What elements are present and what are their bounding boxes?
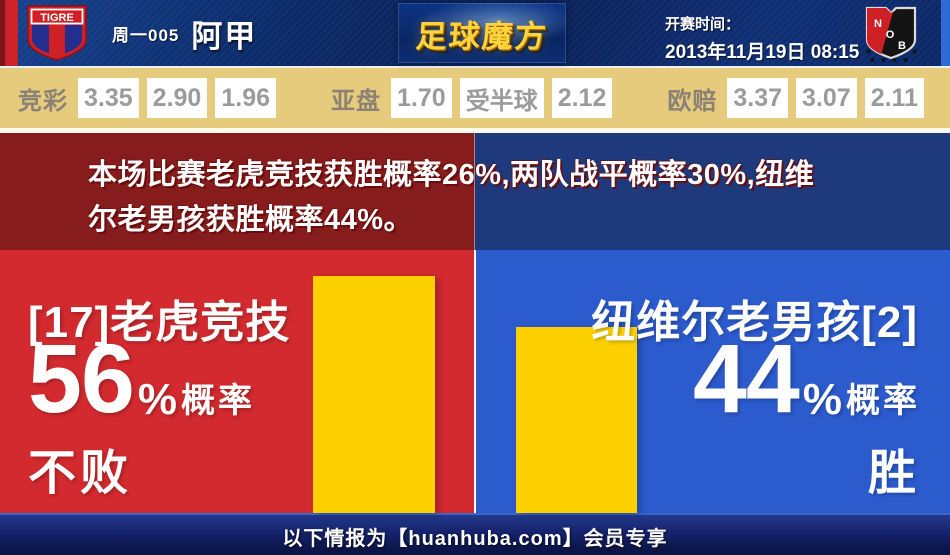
home-prob-percent-sign: %	[137, 374, 178, 424]
away-prob-label: 概率	[846, 382, 920, 421]
oupei-home-odds: 3.37	[727, 78, 789, 118]
match-info: 周一005 阿甲	[112, 0, 257, 66]
home-prob-bar	[313, 276, 435, 513]
yapan-handicap: 受半球	[459, 78, 544, 118]
match-number: 周一005	[112, 25, 180, 45]
site-logo: 足球魔方	[398, 3, 566, 63]
away-team-crest-icon: ★ ★ ★★★★ N O B	[860, 3, 922, 68]
crest-letter-n: N	[874, 18, 882, 30]
jingcai-label: 竞彩	[18, 87, 68, 115]
away-team-name: 纽维尔老男孩[2]	[591, 298, 918, 347]
away-probability: 44 % 概率	[692, 324, 920, 434]
kickoff-time: 2013年11月19日 08:15	[665, 42, 860, 63]
away-prob-percent-sign: %	[802, 374, 842, 424]
home-prob-value: 56	[28, 324, 135, 434]
probability-summary-band: 本场比赛老虎竞技获胜概率26%,两队战平概率30%,纽维 尔老男孩获胜概率44%…	[0, 133, 950, 250]
kickoff-label: 开赛时间：	[665, 16, 741, 33]
crest-letter-b: B	[898, 40, 906, 52]
jingcai-away-odds: 1.96	[215, 78, 277, 118]
odds-group-jingcai: 竞彩 3.35 2.90 1.96	[18, 78, 277, 118]
yapan-label: 亚盘	[331, 87, 382, 115]
oupei-away-odds: 2.11	[864, 78, 924, 118]
home-team-crest-icon: TIGRE	[26, 5, 88, 66]
match-header: TIGRE 周一005 阿甲 足球魔方 开赛时间： 2013年11月19日 08…	[0, 0, 950, 66]
oupei-label: 欧赔	[667, 87, 718, 115]
kickoff-info: 开赛时间： 2013年11月19日 08:15	[665, 13, 859, 64]
panel-divider	[474, 250, 476, 513]
oupei-draw-odds: 3.07	[796, 78, 857, 118]
odds-group-yapan: 亚盘 1.70 受半球 2.12	[331, 78, 613, 118]
odds-group-oupei: 欧赔 3.37 3.07 2.11	[667, 78, 924, 118]
home-team-name: [17]老虎竞技	[28, 298, 291, 347]
yapan-home-odds: 1.70	[391, 78, 452, 118]
team-probability-panels: [17]老虎竞技 56 % 概率 不败 纽维尔老男孩[2] 44 % 概率 胜	[0, 250, 950, 513]
left-edge-dark-stripe	[0, 0, 5, 66]
separator-line	[0, 128, 950, 133]
footer-text: 以下情报为【huanhuba.com】会员专享	[282, 528, 668, 550]
site-logo-text: 足球魔方	[414, 18, 550, 54]
away-prob-value: 44	[692, 324, 800, 434]
crest-stars-row: ★★★★	[869, 56, 914, 64]
crest-star: ★	[911, 47, 918, 56]
home-prob-label: 概率	[181, 382, 256, 421]
right-edge-blue-stripe	[941, 0, 950, 66]
jingcai-draw-odds: 2.90	[146, 78, 208, 118]
league-name: 阿甲	[191, 18, 258, 54]
away-prob-bar	[516, 327, 637, 513]
home-probability: 56 % 概率	[28, 324, 256, 434]
odds-bar: 竞彩 3.35 2.90 1.96 亚盘 1.70 受半球 2.12 欧赔 3.…	[0, 66, 950, 128]
home-crest-text: TIGRE	[40, 12, 74, 24]
probability-summary-text: 本场比赛老虎竞技获胜概率26%,两队战平概率30%,纽维 尔老男孩获胜概率44%…	[88, 159, 815, 236]
crest-star: ★	[865, 47, 872, 56]
crest-letter-o: O	[886, 29, 895, 41]
left-edge-red-stripe	[5, 0, 18, 66]
footer: 以下情报为【huanhuba.com】会员专享	[0, 513, 950, 555]
away-outcome: 胜	[867, 447, 918, 500]
home-outcome: 不败	[28, 447, 133, 500]
yapan-away-odds: 2.12	[551, 78, 613, 118]
jingcai-home-odds: 3.35	[78, 78, 139, 118]
